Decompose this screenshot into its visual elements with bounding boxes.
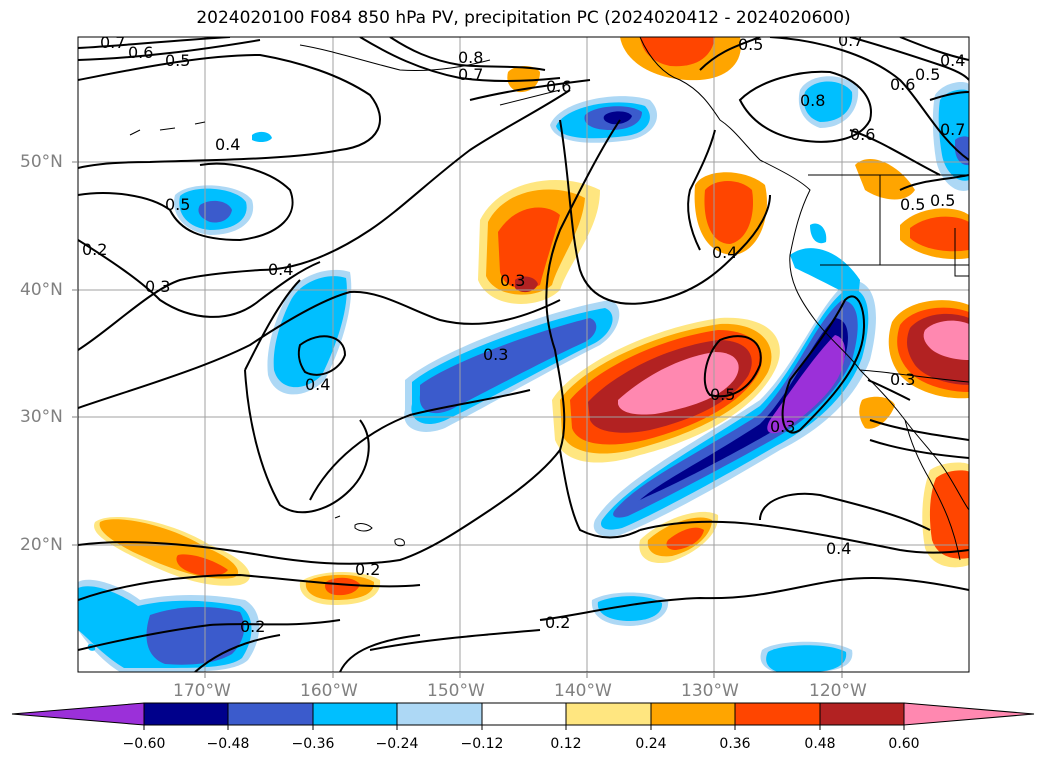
axis-ticks	[72, 161, 843, 678]
contour-label: 0.7	[100, 33, 125, 52]
contour-label: 0.5	[900, 195, 925, 214]
contour-label: 0.7	[940, 120, 965, 139]
colorbar-swatch	[227, 702, 314, 726]
contour-label: 0.6	[546, 77, 571, 96]
lon-label: 130°W	[681, 681, 739, 701]
contour-label: 0.6	[850, 125, 875, 144]
contour-label: 0.5	[738, 35, 763, 54]
contour-label: 0.5	[710, 385, 735, 404]
contour-label: 0.6	[890, 75, 915, 94]
chart-title: 2024020100 F084 850 hPa PV, precipitatio…	[196, 8, 851, 28]
lon-label: 170°W	[173, 681, 231, 701]
colorbar-tick-label: 0.36	[719, 736, 751, 752]
map-gridlines	[78, 37, 969, 672]
contour-label: 0.3	[145, 277, 170, 296]
colorbar-high-extend	[903, 702, 1035, 726]
contour-label-layer: 0.7 0.6 0.5 0.8 0.7 0.6 0.5 0.4 0.5 0.4 …	[82, 31, 965, 636]
contour-label: 0.4	[268, 260, 293, 279]
contour-label: 0.5	[930, 191, 955, 210]
map-area: 0.7 0.6 0.5 0.8 0.7 0.6 0.5 0.4 0.5 0.4 …	[78, 31, 969, 672]
lat-label: 30°N	[20, 407, 63, 427]
colorbar-tick-label: 0.60	[888, 736, 920, 752]
contour-label: 0.7	[838, 31, 863, 50]
contour-label: 0.3	[890, 370, 915, 389]
lon-label: 140°W	[554, 681, 612, 701]
colorbar	[11, 702, 1035, 726]
colorbar-tick-label: −0.36	[291, 736, 335, 752]
contour-label: 0.3	[500, 271, 525, 290]
contour-label: 0.5	[165, 195, 190, 214]
colorbar-tick-label: −0.12	[460, 736, 504, 752]
contour-label: 0.2	[355, 560, 380, 579]
colorbar-swatch	[565, 702, 652, 726]
colorbar-swatch	[819, 702, 905, 726]
colorbar-tick-label: 0.12	[550, 736, 582, 752]
colorbar-tick-label: −0.60	[122, 736, 166, 752]
contour-label: 0.4	[826, 539, 851, 558]
colorbar-swatch	[143, 702, 229, 726]
lat-label: 40°N	[20, 280, 63, 300]
colorbar-swatch	[396, 702, 483, 726]
contour-label: 0.6	[128, 43, 153, 62]
colorbar-tick-label: 0.24	[635, 736, 667, 752]
lon-label: 150°W	[427, 681, 485, 701]
colorbar-tick-label: −0.24	[375, 736, 419, 752]
contour-label: 0.8	[458, 48, 483, 67]
colorbar-swatch	[481, 702, 567, 726]
contour-label: 0.4	[305, 375, 330, 394]
colorbar-tick-label: −0.48	[206, 736, 250, 752]
contour-label: 0.2	[240, 617, 265, 636]
contour-label: 0.4	[712, 243, 737, 262]
colorbar-swatch	[312, 702, 398, 726]
contour-label: 0.4	[940, 51, 965, 70]
lon-label: 160°W	[300, 681, 358, 701]
colorbar-swatch	[734, 702, 821, 726]
contour-label: 0.3	[483, 345, 508, 364]
contour-label: 0.3	[770, 417, 795, 436]
map-frame	[77, 36, 970, 673]
colorbar-ticks	[143, 725, 905, 730]
lon-label: 120°W	[809, 681, 867, 701]
lat-label: 20°N	[20, 535, 63, 555]
colorbar-low-extend	[11, 702, 145, 726]
colorbar-swatch	[650, 702, 736, 726]
colorbar-tick-label: 0.48	[804, 736, 836, 752]
contour-label: 0.4	[215, 135, 240, 154]
contour-label: 0.2	[545, 613, 570, 632]
pv-contours	[78, 37, 969, 672]
contour-label: 0.2	[82, 240, 107, 259]
contour-label: 0.5	[165, 51, 190, 70]
precip-fill-layer	[78, 37, 969, 672]
coastlines	[129, 37, 969, 561]
contour-label: 0.8	[800, 91, 825, 110]
contour-label: 0.7	[458, 65, 483, 84]
contour-label: 0.5	[915, 65, 940, 84]
lat-label: 50°N	[20, 152, 63, 172]
